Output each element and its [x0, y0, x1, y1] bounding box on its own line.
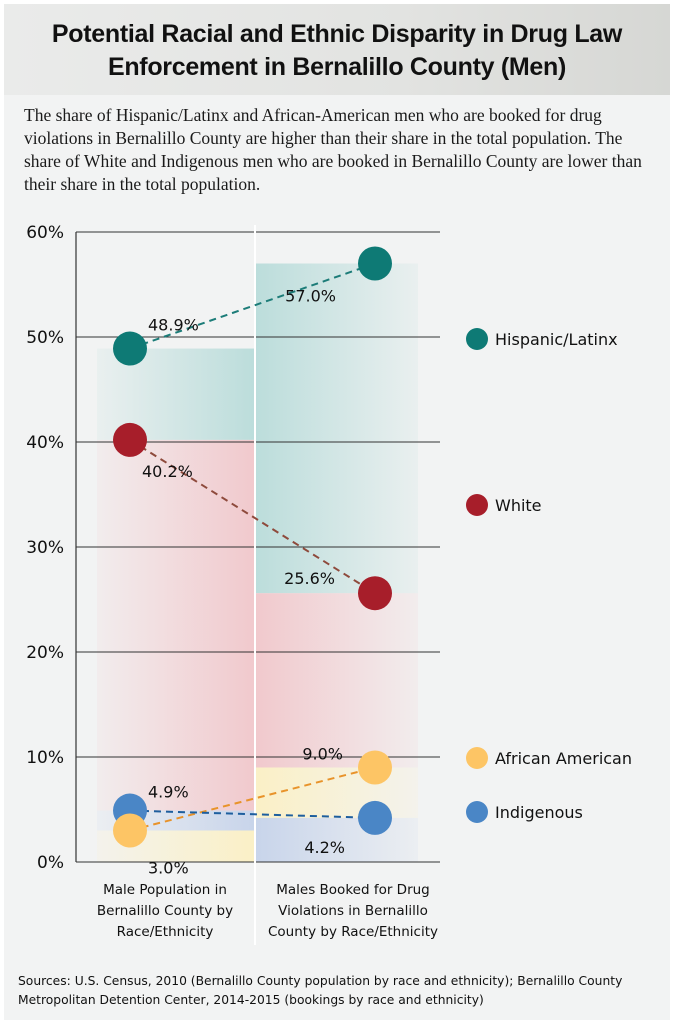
- legend-item-white: White: [466, 494, 542, 516]
- y-tick-label: 60%: [26, 223, 64, 243]
- connector-african-american: [129, 766, 376, 832]
- legend-label: Indigenous: [495, 803, 583, 822]
- legend-swatch-icon: [466, 328, 488, 350]
- dot-african-american-population: [113, 813, 147, 848]
- bands-layer: [97, 263, 418, 862]
- dot-white-population: [113, 422, 147, 457]
- y-tick-label: 30%: [26, 538, 64, 558]
- y-tick-label: 0%: [37, 853, 64, 873]
- legend-label: Hispanic/Latinx: [495, 330, 618, 349]
- y-tick-label: 20%: [26, 643, 64, 663]
- dots-layer: [113, 246, 392, 848]
- legend-label: White: [495, 496, 542, 515]
- chart-title: Potential Racial and Ethnic Disparity in…: [51, 20, 623, 81]
- intro-paragraph: The share of Hispanic/Latinx and African…: [24, 105, 642, 194]
- band-indigenous-booked: [256, 817, 418, 862]
- value-label: 9.0%: [302, 745, 343, 764]
- value-label: 25.6%: [284, 569, 335, 588]
- y-tick-label: 10%: [26, 748, 64, 768]
- y-tick-label: 40%: [26, 433, 64, 453]
- category-label-booked: Males Booked for Drug Violations in Bern…: [268, 882, 438, 940]
- dot-african-american-booked: [358, 750, 392, 785]
- legend-item-african-american: African American: [466, 747, 632, 769]
- connector-lines-layer: [129, 262, 376, 832]
- legend-swatch-icon: [466, 801, 488, 823]
- sources-note: Sources: U.S. Census, 2010 (Bernalillo C…: [18, 974, 623, 1007]
- dot-hispanic-latinx-population: [113, 331, 147, 366]
- legend-item-hispanic-latinx: Hispanic/Latinx: [466, 328, 618, 350]
- value-label: 3.0%: [148, 859, 189, 878]
- legend-swatch-icon: [466, 747, 488, 769]
- value-labels-layer: 48.9% 57.0% 40.2% 25.6% 3.0% 9.0% 4.9% 4.2%: [142, 287, 345, 878]
- band-white-population: [97, 439, 254, 811]
- value-label: 57.0%: [285, 287, 336, 306]
- legend: Hispanic/Latinx White African American Indi…: [466, 328, 632, 823]
- legend-swatch-icon: [466, 494, 488, 516]
- dot-indigenous-booked: [358, 800, 392, 835]
- dot-hispanic-latinx-booked: [358, 246, 392, 281]
- band-african-american-booked: [256, 767, 418, 818]
- category-label-population: Male Population in Bernalillo County by …: [96, 882, 234, 940]
- value-label: 40.2%: [142, 462, 193, 481]
- connector-hispanic-latinx: [129, 262, 376, 350]
- value-label: 4.9%: [148, 783, 189, 802]
- band-hispanic-latinx-booked: [256, 263, 418, 594]
- legend-item-indigenous: Indigenous: [466, 801, 583, 823]
- dot-white-booked: [358, 576, 392, 611]
- y-tick-label: 50%: [26, 328, 64, 348]
- legend-label: African American: [495, 749, 632, 768]
- connector-white: [129, 439, 376, 595]
- value-label: 4.2%: [304, 838, 345, 857]
- header-band: Potential Racial and Ethnic Disparity in…: [4, 4, 670, 95]
- value-label: 48.9%: [148, 316, 199, 335]
- connector-indigenous: [129, 809, 376, 819]
- band-white-booked: [256, 593, 418, 768]
